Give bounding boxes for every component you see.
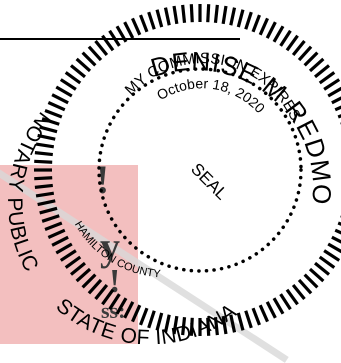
seal-tooth [299,47,311,60]
seal-tooth [246,12,252,29]
seal-tooth [260,18,267,34]
seal-tooth [310,59,323,71]
seal-tooth [141,15,147,32]
seal-tooth [149,12,155,29]
seal-tooth [281,31,291,46]
seal-center-text: SEAL [187,159,231,203]
seal-tooth [96,41,107,55]
seal-tooth [267,302,275,318]
seal-tooth [52,237,68,245]
seal-tooth [83,53,96,66]
seal-tooth [77,269,90,281]
seal-tooth [48,230,64,237]
seal-tooth [125,22,133,38]
seal-tooth [315,263,329,274]
seal-tooth [231,8,235,26]
seal-tooth [310,269,323,281]
seal-tooth [183,5,185,23]
seal-tooth [110,31,120,46]
seal-tooth [89,47,101,60]
seal-tooth [56,87,72,96]
seal-tooth [260,305,267,321]
seal-state-text: STATE OF INDIANA [52,294,241,344]
seal-tooth [102,290,113,305]
seal-tooth [305,275,318,288]
seal-tooth [83,275,96,288]
seal-tooth [48,102,64,109]
seal-tooth [71,263,85,274]
seal-tooth [71,66,85,77]
seal-tooth [38,201,56,205]
seal-tooth [281,294,291,309]
seal-tooth [324,80,339,90]
seal-tooth [274,26,283,42]
seal-tooth [66,257,81,268]
seal-tooth [253,308,259,325]
seal-tooth [287,290,298,305]
seal-tooth [293,285,304,299]
seal-tooth [96,285,107,299]
seal-tooth [89,280,101,293]
seal-tooth [61,80,76,90]
seal-tooth [102,36,113,51]
seal-tooth [274,298,283,314]
notary-seal: DENISE M REDMON MY COMMISSION EXPIRES Oc… [0,0,341,344]
seal-tooth [223,6,226,24]
seal-tooth [174,6,177,24]
seal-tooth [208,4,209,22]
seal-tooth [320,257,335,268]
seal-tooth [61,251,76,261]
seal-tooth [117,26,126,42]
seal-tooth [132,18,139,34]
seal-tooth [52,95,68,103]
seal-tooth [56,244,72,253]
seal-tooth [305,53,318,66]
seal-tooth [324,251,339,261]
seal-tooth [299,280,311,293]
seal-tooth [335,230,341,237]
seal-tooth [35,153,53,155]
seal-tooth [332,237,341,245]
seal-tooth [293,41,304,55]
seal-tooth [125,302,133,318]
seal-tooth [66,72,81,83]
seal-tooth [315,66,329,77]
seal-tooth [34,161,52,162]
seal-tooth [332,95,341,103]
seal-tooth [117,298,126,314]
seal-tooth [287,36,298,51]
seal-tooth [45,223,62,229]
seal-tooth [328,87,341,96]
seal-tooth [165,8,169,26]
seal-tooth [40,208,57,213]
seal-tooth [77,59,90,71]
seal-tooth [149,311,155,328]
seal-tooth [42,216,59,222]
seal-tooth [35,185,53,187]
seal-tooth [267,22,275,38]
seal-tooth [253,15,259,32]
seal-tooth [246,311,252,328]
seal-title-text: NOTARY PUBLIC [3,108,56,276]
seal-tooth [320,72,335,83]
seal-tooth [215,5,217,23]
seal-tooth [36,193,54,196]
seal-tooth [191,4,192,22]
seal-tooth [110,294,120,309]
seal-tooth [157,10,162,27]
seal-tooth [335,102,341,109]
seal-tooth [132,305,139,321]
seal-tooth [238,10,243,27]
seal-tooth [141,308,147,325]
seal-tooth [328,244,341,253]
seal-tooth [34,178,52,179]
